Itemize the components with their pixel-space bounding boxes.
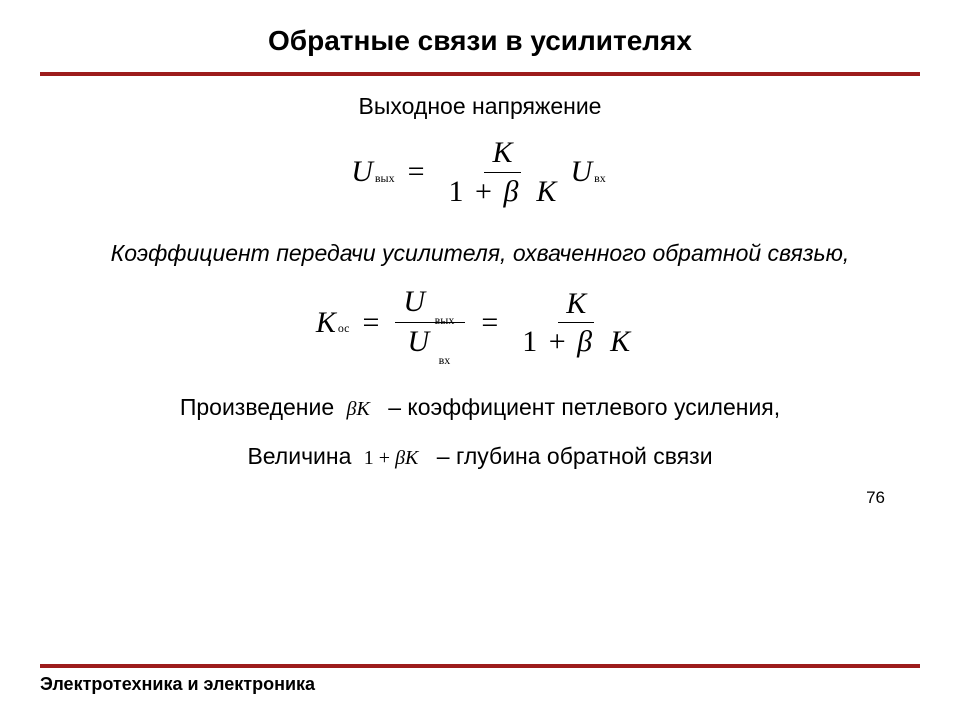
- sub-os: ос: [338, 321, 350, 336]
- sub-in: вх: [594, 171, 606, 186]
- frac2a-num: U вых: [395, 283, 465, 323]
- equals-2a: =: [363, 306, 380, 340]
- line-depth-post: – глубина обратной связи: [437, 443, 713, 469]
- frac2b-plus: +: [549, 325, 566, 358]
- frac1-num: K: [484, 134, 520, 173]
- frac2b-num: K: [558, 285, 594, 324]
- footer-text: Электротехника и электроника: [40, 674, 920, 695]
- sub-out: вых: [375, 171, 395, 186]
- line-product-post: – коэффициент петлевого усиления,: [388, 394, 780, 420]
- equals-2b: =: [481, 306, 498, 340]
- inline-beta-k: βK: [347, 398, 370, 420]
- frac1-beta: β: [503, 175, 518, 208]
- fraction-2b: K 1 + β K: [514, 285, 638, 361]
- frac2b-den: 1 + β K: [514, 323, 638, 361]
- frac2b-beta: β: [577, 325, 592, 358]
- var-k-os: K: [316, 306, 336, 340]
- fraction-1: K 1 + β K: [441, 134, 565, 210]
- frac1-den: 1 + β K: [441, 173, 565, 211]
- line-product: Произведение βK – коэффициент петлевого …: [40, 394, 920, 421]
- bottom-divider: [40, 664, 920, 668]
- caption-transfer-coef: Коэффициент передачи усилителя, охваченн…: [111, 238, 850, 269]
- frac2b-k: K: [610, 325, 630, 358]
- frac1-k: K: [536, 175, 556, 208]
- frac1-num-k: K: [492, 136, 512, 169]
- slide: Обратные связи в усилителях Выходное нап…: [0, 0, 960, 720]
- top-divider: [40, 72, 920, 76]
- frac1-one: 1: [449, 175, 464, 208]
- caption-output-voltage: Выходное напряжение: [359, 93, 602, 120]
- equals-1: =: [408, 155, 425, 189]
- slide-title: Обратные связи в усилителях: [40, 25, 920, 57]
- formula-transfer-coef: K ос = U вых U вх = K 1 +: [316, 283, 644, 362]
- frac2a-den-u: U: [407, 325, 429, 358]
- frac2a-den-sub: вх: [439, 353, 451, 367]
- line-product-pre: Произведение: [180, 394, 334, 420]
- frac1-plus: +: [475, 175, 492, 208]
- frac2a-den: U вх: [399, 323, 461, 362]
- fraction-2a: U вых U вх: [395, 283, 465, 362]
- formula-output-voltage: U вых = K 1 + β K U вх: [351, 134, 609, 210]
- frac2a-num-sub: вых: [435, 313, 455, 327]
- page-number: 76: [866, 488, 920, 508]
- inline-one-plus-beta-k: 1 + βK: [364, 447, 419, 469]
- frac2a-num-u: U: [403, 285, 425, 318]
- var-u-in: U: [570, 155, 592, 189]
- var-u-out: U: [351, 155, 373, 189]
- frac2b-one: 1: [522, 325, 537, 358]
- content-area: Выходное напряжение U вых = K 1 + β K U …: [40, 88, 920, 664]
- frac2b-num-k: K: [566, 287, 586, 320]
- line-depth: Величина 1 + βK – глубина обратной связи: [40, 443, 920, 470]
- line-depth-pre: Величина: [247, 443, 351, 469]
